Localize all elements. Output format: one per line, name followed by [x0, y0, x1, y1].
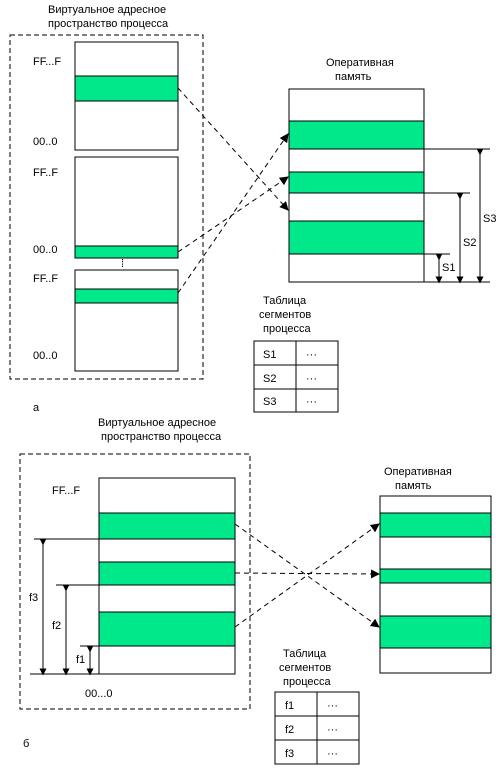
table-title-b-3: процесса — [283, 676, 331, 688]
ram-segment-a-1 — [288, 120, 425, 150]
table-title-a-3: процесса — [263, 323, 311, 335]
ram-segment-a-3 — [288, 220, 425, 255]
virtual-segment-2-data — [74, 245, 179, 259]
virtual-space-title-a-2: пространство процесса — [48, 18, 169, 30]
bottom-address-b: 00...0 — [85, 688, 113, 700]
segment-table-a: S1 ··· S2 ··· S3 ··· — [253, 340, 339, 413]
virtual-segment-2 — [74, 156, 179, 259]
mapping-arrow-b-3 — [234, 523, 380, 628]
mapping-arrow-a-2 — [177, 176, 289, 253]
mapping-arrow-b-2 — [234, 569, 380, 579]
table-a-val-3: ··· — [306, 396, 317, 408]
virtual-segment-b-2 — [98, 561, 236, 586]
part-a: Виртуальное адресное пространство процес… — [9, 4, 496, 414]
table-b-val-1: ··· — [327, 700, 338, 712]
table-b-val-3: ··· — [327, 748, 338, 760]
table-title-a-1: Таблица — [263, 295, 307, 307]
table-a-val-1: ··· — [306, 349, 317, 361]
ram-title-a-1: Оперативная — [326, 57, 394, 69]
virtual-space-title-b-2: пространство процесса — [101, 431, 222, 443]
segment-3-bottom-address: 00..0 — [33, 350, 57, 362]
ram-title-b-1: Оперативная — [384, 466, 452, 478]
virtual-space-frame-a — [9, 34, 204, 380]
segment-table-b: f1 ··· f2 ··· f3 ··· — [274, 691, 360, 765]
caption-b: б — [23, 738, 29, 750]
segment-3-top-address: FF..F — [33, 273, 58, 285]
table-b-key-1: f1 — [285, 700, 294, 712]
s3-label: S3 — [483, 213, 496, 225]
virtual-segment-3 — [74, 269, 179, 372]
f2-label: f2 — [52, 620, 61, 632]
ram-segment-b-1 — [379, 512, 492, 538]
ram-title-b-2: память — [395, 480, 432, 492]
table-b-key-2: f2 — [285, 724, 294, 736]
virtual-segment-3-data — [74, 288, 179, 304]
segment-2-top-address: FF..F — [33, 167, 58, 179]
virtual-space-title-a-1: Виртуальное адресное — [48, 4, 166, 16]
mapping-arrow-a-1 — [177, 87, 289, 211]
segment-2-bottom-address: 00..0 — [33, 244, 57, 256]
mapping-arrow-a-3 — [177, 133, 289, 294]
segment-gap-marker: ⁞ — [121, 258, 124, 270]
table-a-key-1: S1 — [263, 349, 276, 361]
virtual-segment-b-1 — [98, 512, 236, 540]
virtual-segment-b-3 — [98, 611, 236, 647]
segment-1-bottom-address: 00..0 — [33, 136, 57, 148]
table-a-key-2: S2 — [263, 373, 276, 385]
segment-1-top-address: FF...F — [33, 56, 61, 68]
ram-segment-b-2 — [379, 568, 492, 584]
ram-segment-b-3 — [379, 615, 492, 649]
top-address-b: FF...F — [52, 485, 80, 497]
virtual-segment-1-data — [74, 75, 179, 102]
part-b: Виртуальное адресное пространство процес… — [19, 417, 492, 765]
s2-label: S2 — [463, 237, 476, 249]
table-b-key-3: f3 — [285, 748, 294, 760]
table-a-val-2: ··· — [306, 373, 317, 385]
table-a-key-3: S3 — [263, 396, 276, 408]
ram-segment-a-2 — [288, 171, 425, 194]
mapping-arrow-b-1 — [234, 523, 380, 628]
table-title-a-2: сегментов — [259, 309, 311, 321]
table-title-b-1: Таблица — [283, 648, 327, 660]
table-b-val-2: ··· — [327, 724, 338, 736]
virtual-space-title-b-1: Виртуальное адресное — [98, 417, 216, 429]
caption-a: а — [33, 402, 40, 414]
virtual-space-frame-b — [19, 453, 251, 710]
f1-label: f1 — [76, 654, 85, 666]
s1-label: S1 — [442, 262, 455, 274]
table-title-b-2: сегментов — [279, 662, 331, 674]
ram-title-a-2: память — [335, 71, 372, 83]
f3-label: f3 — [29, 592, 38, 604]
